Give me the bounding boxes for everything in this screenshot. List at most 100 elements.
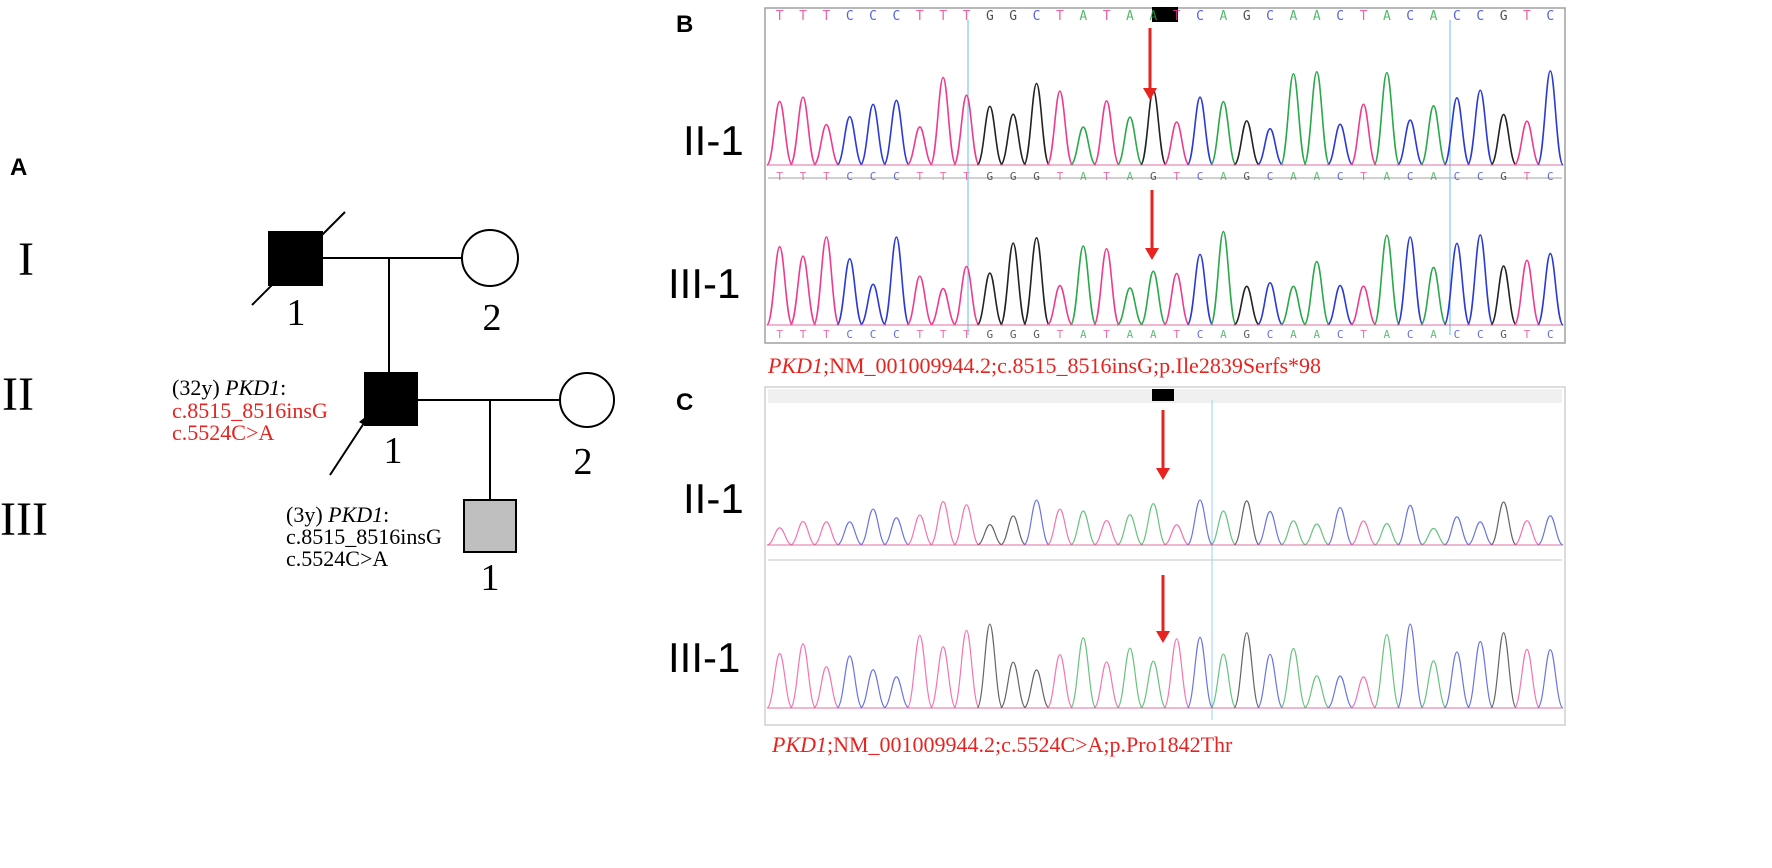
- panel-c-chromatogram: [764, 386, 1566, 726]
- sequence-base: T: [776, 170, 783, 183]
- trace-peak: [1396, 119, 1424, 166]
- sequence-base: T: [1057, 170, 1064, 183]
- trace-peak: [1303, 71, 1331, 166]
- generation-label-iii: III: [0, 493, 48, 546]
- trace-peak: [1513, 520, 1541, 546]
- trace-peak: [906, 126, 934, 166]
- sequence-base: T: [916, 9, 924, 24]
- trace-peak: [1256, 281, 1284, 326]
- panel-b-sample-label-2: III-1: [668, 260, 740, 307]
- trace-peak: [1233, 120, 1261, 166]
- trace-peak: [1023, 499, 1050, 546]
- sequence-base: G: [1010, 328, 1017, 341]
- trace-peak: [836, 257, 864, 326]
- trace-peak: [1326, 284, 1354, 326]
- sequence-base: C: [1337, 170, 1344, 183]
- trace-peak: [859, 508, 887, 546]
- child-variant-1: c.8515_8516insG: [286, 524, 442, 549]
- sequence-base: G: [1500, 328, 1507, 341]
- sequence-base: G: [986, 9, 994, 24]
- trace-peak: [1233, 500, 1261, 546]
- trace-peak: [1209, 100, 1238, 166]
- trace-peak: [1116, 116, 1144, 166]
- trace-peak: [1186, 253, 1214, 326]
- trace-peak: [1139, 660, 1167, 709]
- trace-peak: [836, 521, 863, 546]
- sequence-base: C: [846, 9, 854, 24]
- trace-peak: [883, 517, 910, 546]
- trace-peak: [1350, 676, 1377, 709]
- trace-peak: [1513, 648, 1541, 709]
- individual-ii1-proband: [329, 372, 418, 476]
- trace-peak: [836, 115, 864, 166]
- trace-peak: [1093, 661, 1121, 709]
- chromatogram-frame: [764, 7, 1566, 344]
- sequence-base: T: [1103, 170, 1110, 183]
- trace-peak: [1186, 636, 1214, 709]
- trace-peak: [766, 652, 794, 709]
- sequence-base: G: [1033, 170, 1040, 183]
- proband-variant-1: c.8515_8516insG: [172, 398, 328, 423]
- trace-peak: [1349, 103, 1378, 166]
- panel-c-caption: PKD1;NM_001009944.2;c.5524C>A;p.Pro1842T…: [771, 732, 1233, 757]
- trace-peak: [1022, 82, 1051, 166]
- sequence-base: G: [987, 328, 994, 341]
- sequence-base: A: [1220, 170, 1227, 183]
- trace-peak: [1046, 508, 1074, 546]
- trace-peak: [1233, 285, 1261, 326]
- panel-b-caption: PKD1;NM_001009944.2;c.8515_8516insG;p.Il…: [767, 353, 1321, 378]
- trace-peak: [1326, 506, 1354, 546]
- trace-peak: [1466, 640, 1494, 709]
- trace-peak: [836, 655, 864, 709]
- sequence-base: C: [1197, 328, 1204, 341]
- trace-peak: [1537, 515, 1564, 546]
- trace-peak: [1139, 503, 1167, 546]
- sequence-base: T: [1173, 328, 1180, 341]
- proband-arrow-head: [359, 414, 369, 426]
- trace-peak: [929, 500, 957, 546]
- trace-peak: [1070, 510, 1097, 546]
- sequence-base: A: [1080, 328, 1087, 341]
- individual-number-ii1: 1: [384, 430, 403, 472]
- trace-peak: [1536, 649, 1564, 709]
- sequence-base: C: [1453, 9, 1461, 24]
- child-variant-2: c.5524C>A: [286, 546, 388, 571]
- sequence-base: C: [1406, 9, 1414, 24]
- sequence-base: T: [823, 170, 830, 183]
- trace-peak: [1373, 634, 1401, 709]
- individual-number-i2: 2: [483, 297, 502, 339]
- trace-peak: [1443, 651, 1471, 709]
- individual-i1: [251, 211, 346, 306]
- sequence-base: C: [870, 170, 877, 183]
- trace-peak: [929, 287, 957, 326]
- sequence-base: C: [846, 328, 853, 341]
- sequence-base: A: [1290, 170, 1297, 183]
- trace-peak: [1513, 120, 1541, 166]
- sequence-base: C: [1267, 170, 1274, 183]
- sequence-base: A: [1313, 328, 1320, 341]
- sequence-base: A: [1219, 9, 1227, 24]
- trace-peak: [952, 94, 981, 166]
- sequence-base: T: [939, 9, 947, 24]
- individual-number-ii2: 2: [574, 441, 593, 483]
- trace-peak: [1490, 501, 1518, 546]
- trace-peak: [999, 113, 1027, 166]
- sequence-base: C: [870, 328, 877, 341]
- trace-peak: [859, 103, 887, 166]
- trace-peak: [929, 76, 957, 166]
- trace-peak: [1489, 113, 1518, 166]
- trace-peak: [976, 105, 1004, 166]
- individual-number-i1: 1: [287, 292, 306, 334]
- sequence-base: T: [963, 170, 970, 183]
- variant-arrow-head: [1156, 631, 1170, 643]
- sequence-base: C: [893, 9, 901, 24]
- trace-peak: [953, 629, 980, 709]
- sequence-base: C: [893, 328, 900, 341]
- trace-peak: [812, 123, 841, 166]
- sequence-base: A: [1313, 9, 1321, 24]
- trace-peak: [1420, 527, 1447, 546]
- trace-peak: [1349, 285, 1378, 326]
- sequence-base: C: [1336, 9, 1344, 24]
- trace-peak: [1163, 524, 1190, 546]
